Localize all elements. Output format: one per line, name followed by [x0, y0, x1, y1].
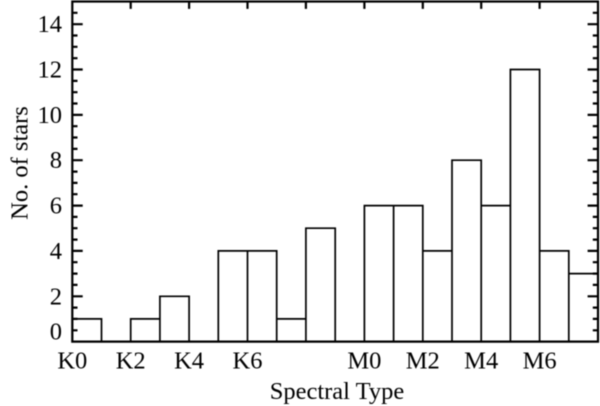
svg-text:8: 8: [50, 147, 62, 174]
svg-text:14: 14: [38, 11, 63, 38]
svg-text:M6: M6: [523, 348, 557, 375]
svg-text:K2: K2: [116, 348, 146, 375]
svg-text:Spectral Type: Spectral Type: [270, 378, 405, 405]
svg-text:M0: M0: [347, 348, 381, 375]
svg-text:6: 6: [50, 193, 62, 220]
svg-text:4: 4: [50, 238, 62, 265]
svg-text:M4: M4: [464, 348, 498, 375]
svg-text:2: 2: [50, 283, 62, 310]
svg-text:0: 0: [50, 318, 62, 345]
svg-text:M2: M2: [406, 348, 440, 375]
svg-text:No. of stars: No. of stars: [6, 106, 33, 220]
svg-text:K4: K4: [174, 348, 204, 375]
svg-text:K0: K0: [57, 348, 87, 375]
svg-text:10: 10: [38, 102, 63, 129]
svg-text:12: 12: [38, 57, 63, 84]
svg-text:K6: K6: [233, 348, 263, 375]
